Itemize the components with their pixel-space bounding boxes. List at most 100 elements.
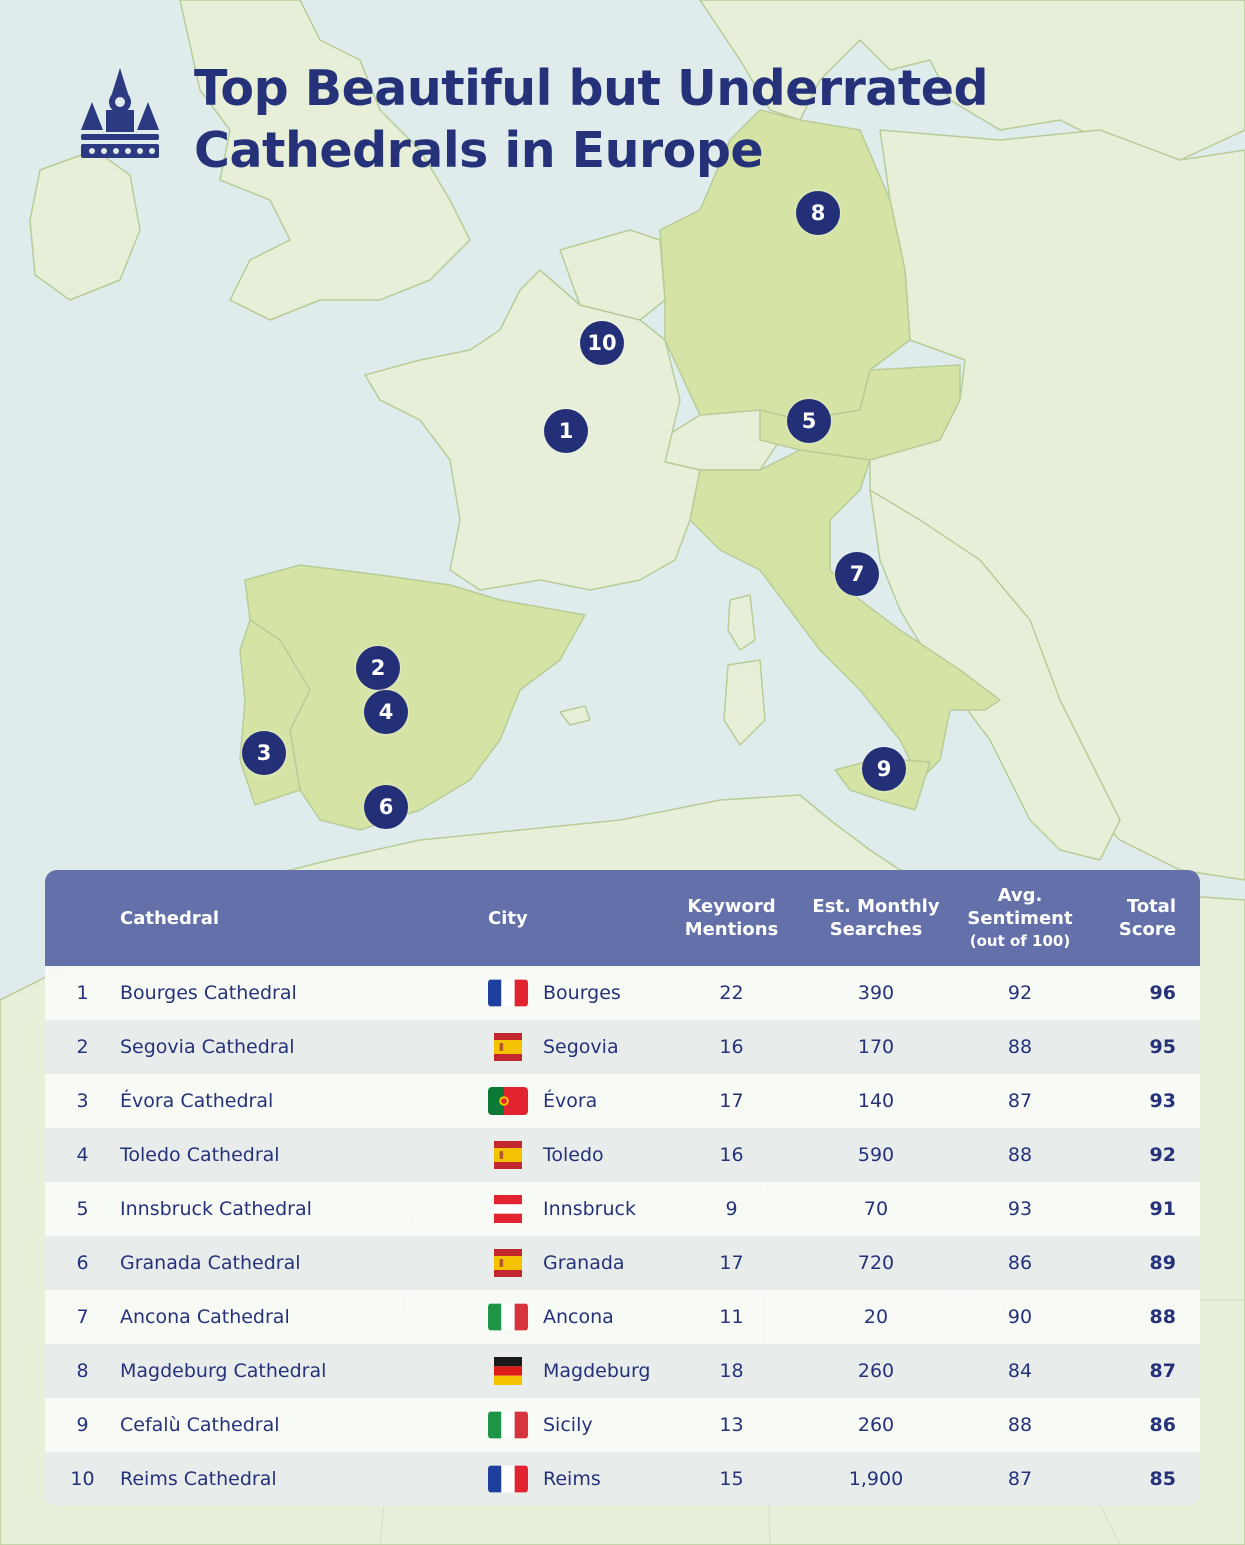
keyword-mentions-cell: 22 xyxy=(719,982,744,1004)
header-sentiment: Avg. Sentiment (out of 100) xyxy=(966,870,1074,966)
map-marker-1[interactable]: 1 xyxy=(544,409,588,453)
city-label: Toledo xyxy=(543,1144,604,1166)
table-row: 2 Segovia Cathedral Segovia 16 170 88 95 xyxy=(45,1020,1200,1074)
table-body: 1 Bourges Cathedral Bourges 22 390 92 96 2 Segov… xyxy=(45,966,1200,1506)
table-row: 4 Toledo Cathedral Toledo 16 590 88 92 xyxy=(45,1128,1200,1182)
rank-cell: 5 xyxy=(76,1198,89,1220)
monthly-searches-cell: 1,900 xyxy=(848,1468,904,1490)
keyword-mentions-cell: 13 xyxy=(719,1414,744,1436)
monthly-searches-cell: 170 xyxy=(857,1036,895,1058)
portugal-flag-icon xyxy=(488,1087,528,1115)
spain-flag-icon xyxy=(488,1249,528,1277)
sentiment-cell: 92 xyxy=(1007,982,1033,1004)
cathedral-cell: Ancona Cathedral xyxy=(120,1306,290,1328)
cathedral-icon xyxy=(81,68,159,158)
total-score-cell: 88 xyxy=(1149,1306,1176,1328)
cathedral-cell: Bourges Cathedral xyxy=(120,982,297,1004)
monthly-searches-cell: 390 xyxy=(857,982,895,1004)
city-cell: Sicily xyxy=(488,1398,677,1452)
spain-flag-icon xyxy=(488,1141,528,1169)
table-row: 7 Ancona Cathedral Ancona 11 20 90 88 xyxy=(45,1290,1200,1344)
total-score-cell: 92 xyxy=(1149,1144,1176,1166)
city-cell: Ancona xyxy=(488,1290,677,1344)
header: Top Beautiful but Underrated Cathedrals … xyxy=(78,58,989,182)
map-marker-9[interactable]: 9 xyxy=(862,747,906,791)
city-cell: Segovia xyxy=(488,1020,677,1074)
city-label: Reims xyxy=(543,1468,601,1490)
city-label: Évora xyxy=(543,1090,598,1112)
map-marker-6[interactable]: 6 xyxy=(364,785,408,829)
monthly-searches-cell: 720 xyxy=(857,1252,895,1274)
total-score-cell: 85 xyxy=(1149,1468,1176,1490)
map-marker-8[interactable]: 8 xyxy=(796,191,840,235)
city-cell: Reims xyxy=(488,1452,677,1506)
germany-flag-icon xyxy=(488,1357,528,1385)
map-marker-7[interactable]: 7 xyxy=(835,552,879,596)
map-marker-3[interactable]: 3 xyxy=(242,731,286,775)
cathedral-cell: Toledo Cathedral xyxy=(120,1144,280,1166)
header-monthly-searches: Est. Monthly Searches xyxy=(786,870,966,966)
total-score-cell: 93 xyxy=(1149,1090,1176,1112)
map-marker-4[interactable]: 4 xyxy=(364,690,408,734)
rank-cell: 6 xyxy=(76,1252,89,1274)
monthly-searches-cell: 70 xyxy=(863,1198,889,1220)
city-label: Innsbruck xyxy=(543,1198,636,1220)
header-keyword-line-1: Keyword xyxy=(687,896,776,917)
sentiment-cell: 84 xyxy=(1007,1360,1033,1382)
city-cell: Bourges xyxy=(488,966,677,1020)
keyword-mentions-cell: 15 xyxy=(719,1468,744,1490)
keyword-mentions-cell: 16 xyxy=(719,1036,744,1058)
map-marker-10[interactable]: 10 xyxy=(580,321,624,365)
rank-cell: 8 xyxy=(76,1360,89,1382)
map-marker-2[interactable]: 2 xyxy=(356,646,400,690)
table-row: 5 Innsbruck Cathedral Innsbruck 9 70 93 91 xyxy=(45,1182,1200,1236)
keyword-mentions-cell: 11 xyxy=(719,1306,744,1328)
cathedral-cell: Innsbruck Cathedral xyxy=(120,1198,312,1220)
header-city: City xyxy=(488,907,528,929)
cathedral-cell: Reims Cathedral xyxy=(120,1468,277,1490)
table-row: 9 Cefalù Cathedral Sicily 13 260 88 86 xyxy=(45,1398,1200,1452)
cathedral-cell: Segovia Cathedral xyxy=(120,1036,295,1058)
france-flag-icon xyxy=(488,1465,528,1493)
keyword-mentions-cell: 17 xyxy=(719,1252,744,1274)
header-rank xyxy=(45,870,120,966)
france-flag-icon xyxy=(488,979,528,1007)
map-marker-5[interactable]: 5 xyxy=(787,399,831,443)
table-row: 10 Reims Cathedral Reims 15 1,900 87 85 xyxy=(45,1452,1200,1506)
header-total-line-1: Total xyxy=(1126,896,1176,917)
header-searches-line-2: Searches xyxy=(829,919,923,940)
header-sentiment-line-3: (out of 100) xyxy=(969,931,1071,950)
faint-borders xyxy=(379,1139,1245,1545)
sentiment-cell: 88 xyxy=(1007,1144,1033,1166)
city-label: Ancona xyxy=(543,1306,614,1328)
total-score-cell: 86 xyxy=(1149,1414,1176,1436)
sentiment-cell: 86 xyxy=(1007,1252,1033,1274)
sentiment-cell: 87 xyxy=(1007,1090,1033,1112)
table-row: 6 Granada Cathedral Granada 17 720 86 89 xyxy=(45,1236,1200,1290)
header-searches-line-1: Est. Monthly xyxy=(812,896,940,917)
austria-flag-icon xyxy=(488,1195,528,1223)
rank-cell: 2 xyxy=(76,1036,89,1058)
italy-flag-icon xyxy=(488,1303,528,1331)
rank-cell: 10 xyxy=(70,1468,95,1490)
header-keyword-mentions: Keyword Mentions xyxy=(677,870,786,966)
spain-flag-icon xyxy=(488,1033,528,1061)
cathedral-cell: Évora Cathedral xyxy=(120,1090,274,1112)
total-score-cell: 96 xyxy=(1149,982,1176,1004)
sentiment-cell: 88 xyxy=(1007,1414,1033,1436)
city-cell: Granada xyxy=(488,1236,677,1290)
city-label: Sicily xyxy=(543,1414,593,1436)
total-score-cell: 95 xyxy=(1149,1036,1176,1058)
table-row: 1 Bourges Cathedral Bourges 22 390 92 96 xyxy=(45,966,1200,1020)
title-line-2: Cathedrals in Europe xyxy=(194,122,764,179)
monthly-searches-cell: 260 xyxy=(857,1414,895,1436)
total-score-cell: 87 xyxy=(1149,1360,1176,1382)
city-cell: Toledo xyxy=(488,1128,677,1182)
header-keyword-line-2: Mentions xyxy=(684,919,779,940)
page-title: Top Beautiful but Underrated Cathedrals … xyxy=(194,58,989,182)
title-line-1: Top Beautiful but Underrated xyxy=(194,60,989,117)
sentiment-cell: 93 xyxy=(1007,1198,1033,1220)
monthly-searches-cell: 590 xyxy=(857,1144,895,1166)
